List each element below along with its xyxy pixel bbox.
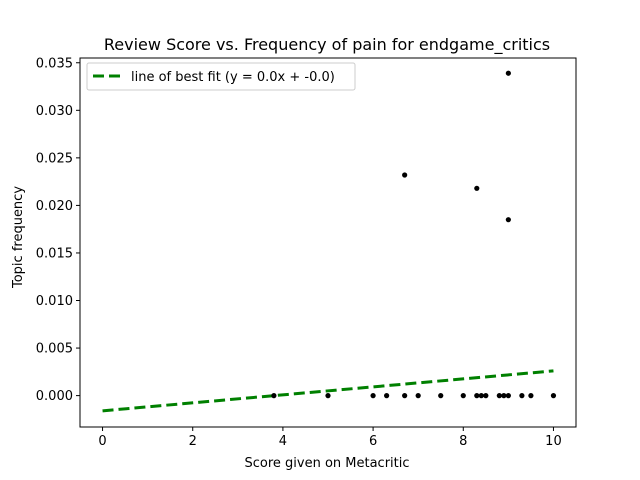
y-tick-label: 0.025 [36,151,73,166]
data-point [505,217,511,223]
data-point [271,393,277,399]
x-tick-label: 2 [189,434,197,449]
data-point [438,393,444,399]
data-point [528,393,534,399]
data-point [505,70,511,76]
data-point [483,393,489,399]
data-point [501,393,507,399]
data-point [474,185,480,191]
x-tick-label: 0 [98,434,106,449]
data-point [370,393,376,399]
legend: line of best fit (y = 0.0x + -0.0) [86,62,356,91]
data-point [402,393,408,399]
x-axis-label: Score given on Metacritic [244,456,409,471]
y-tick-label: 0.005 [36,342,73,357]
y-tick-label: 0.000 [36,389,73,404]
x-axis: 0 2 4 6 8 10 [98,427,562,449]
x-tick-label: 8 [459,434,467,449]
chart-title: Review Score vs. Frequency of pain for e… [104,35,550,55]
x-tick-label: 4 [279,434,287,449]
legend-box [86,62,356,91]
data-point [496,393,502,399]
plot-area [79,57,577,428]
y-tick-label: 0.035 [36,56,73,71]
x-tick-label: 10 [545,434,562,449]
y-tick-label: 0.020 [36,199,73,214]
data-point [402,172,408,178]
y-axis-label: Topic frequency [11,186,26,289]
data-point [505,393,511,399]
legend-label: line of best fit (y = 0.0x + -0.0) [131,70,335,85]
data-point [519,393,525,399]
y-tick-label: 0.030 [36,104,73,119]
data-point [384,393,390,399]
data-point [460,393,466,399]
y-axis: 0.000 0.005 0.010 0.015 0.020 0.025 0.030 0.035 [36,56,80,404]
data-point [550,393,557,399]
y-tick-label: 0.010 [36,294,73,309]
plot-frame [79,57,577,428]
x-tick-label: 6 [369,434,377,449]
best-fit-line [102,369,554,413]
data-point [478,393,484,399]
data-point [415,393,421,399]
data-point [474,393,480,399]
data-point [325,393,331,399]
y-tick-label: 0.015 [36,246,73,261]
